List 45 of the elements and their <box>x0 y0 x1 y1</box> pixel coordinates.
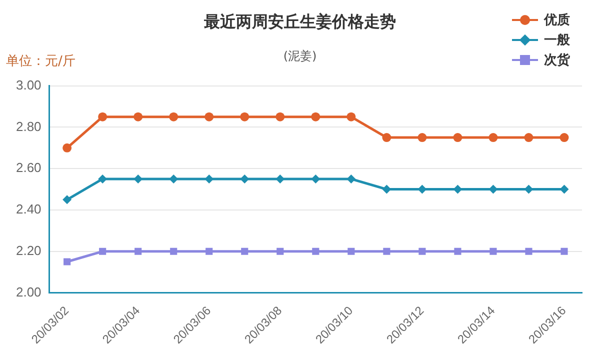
legend-label: 优质 <box>544 12 570 29</box>
y-tick-label: 2.80 <box>16 118 42 134</box>
point <box>134 248 142 255</box>
point <box>382 133 392 142</box>
point <box>346 174 356 184</box>
chart-subtitle: (泥姜) <box>282 48 318 65</box>
point <box>276 248 284 255</box>
y-axis-title: 单位：元/斤 <box>6 53 76 70</box>
point <box>170 248 178 255</box>
point <box>524 133 534 142</box>
point <box>312 248 320 255</box>
point <box>525 248 532 255</box>
point <box>311 112 320 122</box>
legend-label: 次货 <box>544 52 570 69</box>
legend-label: 一般 <box>544 32 570 49</box>
point <box>98 112 108 122</box>
point <box>560 248 568 255</box>
y-tick-label: 2.00 <box>16 284 42 300</box>
point <box>134 112 143 122</box>
point <box>490 248 497 255</box>
point <box>241 248 248 255</box>
point <box>418 133 427 142</box>
point <box>62 143 72 152</box>
point <box>99 248 106 255</box>
point <box>240 112 250 122</box>
y-tick-label: 2.60 <box>16 160 42 176</box>
point <box>383 248 390 255</box>
point <box>346 112 356 122</box>
point <box>453 133 462 142</box>
y-tick-label: 2.20 <box>16 242 42 258</box>
point <box>204 112 214 122</box>
y-tick-label: 3.00 <box>16 77 42 92</box>
point <box>311 174 320 184</box>
point <box>454 248 462 255</box>
point <box>276 112 285 122</box>
point <box>206 248 213 255</box>
y-tick-label: 2.40 <box>16 202 42 217</box>
point <box>488 133 498 142</box>
point <box>418 248 426 255</box>
point <box>560 133 569 142</box>
chart-title: 最近两周安丘生姜价格走势 <box>203 12 397 33</box>
point <box>348 248 355 255</box>
point <box>64 258 71 266</box>
point <box>62 195 72 204</box>
point <box>169 112 178 122</box>
